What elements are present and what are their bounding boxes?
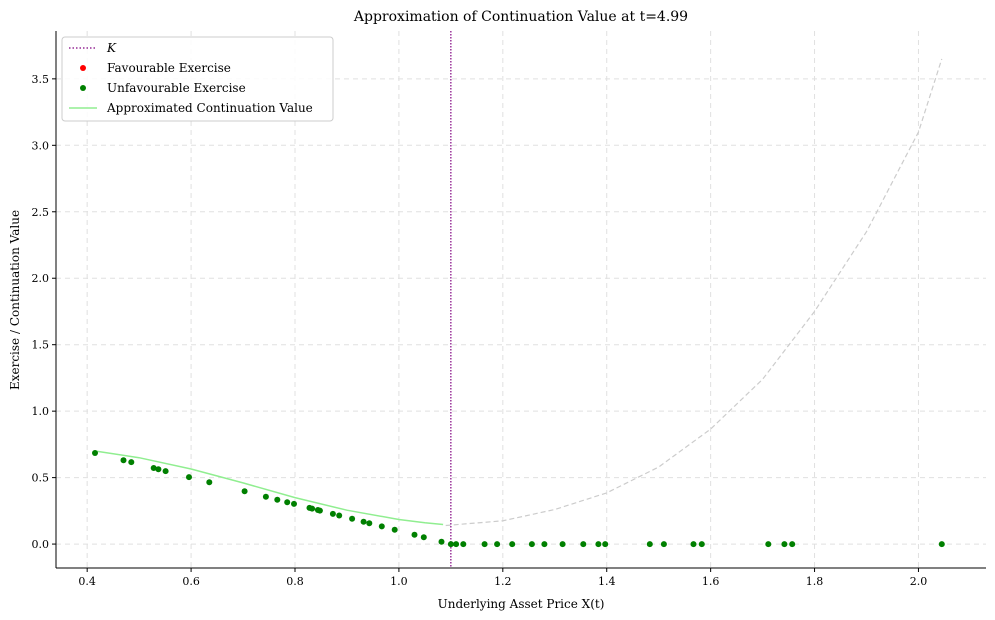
unfavourable-point bbox=[646, 541, 653, 548]
scatter-points bbox=[92, 450, 945, 548]
unfavourable-point bbox=[162, 468, 169, 475]
unfavourable-point bbox=[494, 541, 501, 548]
unfavourable-point bbox=[528, 541, 535, 548]
continuation-curve bbox=[94, 450, 444, 526]
y-tick-label: 0.0 bbox=[32, 538, 50, 551]
unfavourable-point bbox=[128, 459, 135, 466]
ticks: 0.4 0.6 0.8 1.0 1.2 1.4 1.6 1.8 2.0 0.0 0.5 1.0 1.5 2… bbox=[32, 73, 928, 588]
unfavourable-point bbox=[206, 479, 213, 486]
x-tick-label: 1.2 bbox=[494, 575, 512, 588]
unfavourable-point bbox=[391, 526, 398, 533]
unfavourable-point bbox=[150, 465, 157, 471]
x-tick-label: 1.4 bbox=[598, 575, 616, 588]
unfavourable-point bbox=[336, 512, 343, 519]
unfavourable-point bbox=[120, 457, 127, 464]
unfavourable-point bbox=[309, 505, 316, 512]
unfavourable-point bbox=[438, 538, 445, 545]
unfavourable-point bbox=[938, 541, 945, 548]
legend-continuation-label: Approximated Continuation Value bbox=[106, 101, 313, 115]
unfavourable-point bbox=[509, 541, 516, 548]
unfavourable-point bbox=[378, 523, 385, 530]
unfavourable-point bbox=[155, 466, 162, 473]
unfavourable-point bbox=[789, 541, 796, 548]
unfavourable-point bbox=[420, 534, 427, 541]
legend-favourable-label: Favourable Exercise bbox=[107, 61, 231, 75]
unfavourable-point bbox=[186, 474, 192, 481]
y-tick-label: 1.5 bbox=[32, 339, 50, 352]
x-tick-label: 2.0 bbox=[910, 575, 928, 588]
legend-unfavourable-label: Unfavourable Exercise bbox=[107, 81, 246, 95]
unfavourable-point bbox=[781, 541, 788, 548]
x-tick-label: 0.4 bbox=[78, 575, 96, 588]
legend-k-label: K bbox=[106, 41, 117, 55]
unfavourable-point bbox=[411, 531, 418, 538]
unfavourable-point bbox=[481, 541, 488, 548]
unfavourable-point bbox=[92, 450, 98, 456]
y-tick-label: 0.5 bbox=[32, 472, 50, 485]
unfavourable-point bbox=[274, 496, 281, 503]
x-tick-label: 1.0 bbox=[390, 575, 408, 588]
legend: K Favourable Exercise Unfavourable Exerc… bbox=[61, 36, 334, 122]
x-tick-label: 1.6 bbox=[702, 575, 720, 588]
legend-frame bbox=[61, 36, 334, 122]
y-tick-label: 3.0 bbox=[32, 139, 50, 152]
y-tick-label: 2.5 bbox=[32, 206, 50, 219]
unfavourable-point bbox=[453, 541, 460, 548]
axes bbox=[55, 31, 986, 569]
unfavourable-point bbox=[698, 541, 705, 548]
unfavourable-point bbox=[460, 541, 467, 548]
unfavourable-point bbox=[602, 541, 609, 548]
unfavourable-point bbox=[241, 488, 248, 495]
unfavourable-point bbox=[349, 515, 356, 522]
y-tick-label: 3.5 bbox=[32, 73, 50, 86]
x-axis-label: Underlying Asset Price X(t) bbox=[438, 597, 605, 611]
unfavourable-point bbox=[690, 541, 697, 548]
unfavourable-point bbox=[284, 499, 291, 506]
unfavourable-point bbox=[559, 541, 566, 548]
extrapolated-continuation-line bbox=[445, 58, 943, 527]
extrapolated-curve bbox=[445, 58, 943, 527]
unfavourable-point bbox=[595, 541, 602, 548]
unfavourable-point bbox=[291, 500, 297, 507]
unfavourable-point bbox=[765, 541, 772, 548]
unfavourable-point bbox=[660, 541, 667, 548]
unfavourable-point bbox=[262, 493, 269, 500]
y-tick-label: 1.0 bbox=[32, 405, 50, 418]
chart-title: Approximation of Continuation Value at t… bbox=[353, 9, 688, 25]
unfavourable-point bbox=[360, 518, 367, 525]
x-tick-label: 0.6 bbox=[182, 575, 200, 588]
y-tick-label: 2.0 bbox=[32, 272, 50, 285]
unfavourable-point bbox=[316, 507, 323, 514]
unfavourable-point bbox=[366, 520, 373, 527]
unfavourable-point bbox=[580, 541, 587, 548]
grid bbox=[56, 31, 986, 568]
unfavourable-point bbox=[329, 510, 336, 517]
unfavourable-point bbox=[541, 541, 548, 548]
legend-favourable-swatch bbox=[80, 65, 86, 71]
unfavourable-point bbox=[447, 541, 454, 548]
x-tick-label: 1.8 bbox=[806, 575, 824, 588]
legend-unfavourable-swatch bbox=[80, 85, 86, 91]
x-tick-label: 0.8 bbox=[286, 575, 304, 588]
y-axis-label: Exercise / Continuation Value bbox=[8, 210, 22, 390]
continuation-value-line bbox=[94, 450, 444, 526]
